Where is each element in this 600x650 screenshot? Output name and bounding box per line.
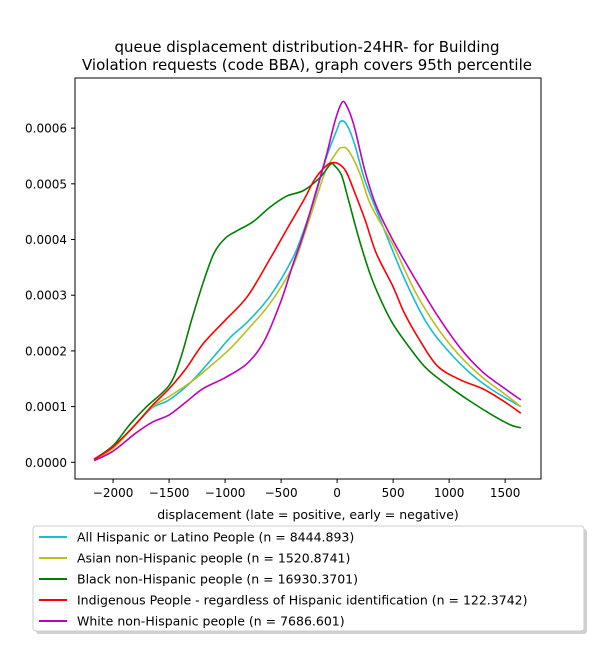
x-tick-label: −1000 (205, 486, 246, 500)
legend-label-5: White non-Hispanic people (n = 7686.601) (77, 614, 345, 629)
y-axis: 0.0000 0.0001 0.0002 0.0003 0.0004 0.0005 0.00… (25, 122, 75, 470)
x-tick-label: −500 (265, 486, 298, 500)
plot-frame (74, 77, 542, 480)
chart-title-line2: Violation requests (code BBA), graph cov… (82, 56, 532, 74)
series-line-4 (93, 161, 522, 460)
x-tick-label: 1500 (490, 486, 521, 500)
legend-label-3: Black non-Hispanic people (n = 16930.370… (77, 572, 358, 587)
y-tick-label: 0.0001 (25, 400, 67, 414)
legend-label-2: Asian non-Hispanic people (n = 1520.8741… (77, 551, 350, 566)
legend-label-1: All Hispanic or Latino People (n = 8444.… (77, 530, 354, 545)
legend: All Hispanic or Latino People (n = 8444.… (32, 525, 587, 634)
y-tick-label: 0.0006 (25, 122, 67, 136)
series-layer (93, 100, 522, 462)
chart-title-line1: queue displacement distribution-24HR- fo… (114, 38, 499, 56)
x-axis: −2000 −1500 −1000 −500 0 500 1000 1500 (93, 479, 521, 500)
y-tick-label: 0.0003 (25, 289, 67, 303)
series-line-5 (93, 100, 522, 462)
y-tick-label: 0.0000 (25, 456, 67, 470)
y-tick-label: 0.0004 (25, 233, 67, 247)
legend-box (32, 525, 585, 632)
series-line-3 (93, 162, 522, 460)
y-tick-label: 0.0005 (25, 177, 67, 191)
x-tick-label: 0 (333, 486, 341, 500)
x-axis-label: displacement (late = positive, early = n… (157, 507, 459, 522)
legend-label-4: Indigenous People - regardless of Hispan… (77, 593, 527, 608)
series-line-2 (93, 146, 522, 460)
series-line-1 (93, 120, 522, 460)
x-tick-label: −2000 (93, 486, 134, 500)
x-tick-label: 1000 (434, 486, 465, 500)
x-tick-label: 500 (382, 486, 405, 500)
x-tick-label: −1500 (149, 486, 190, 500)
y-tick-label: 0.0002 (25, 344, 67, 358)
